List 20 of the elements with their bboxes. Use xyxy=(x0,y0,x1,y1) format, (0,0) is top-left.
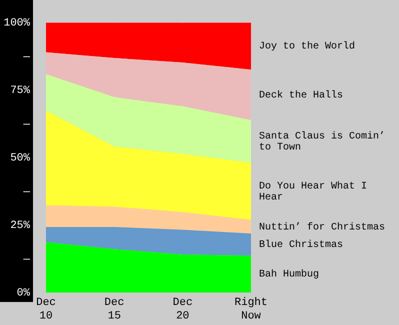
y-tick-label: — xyxy=(22,186,30,198)
y-tick-label: 0% xyxy=(16,288,30,300)
series-label: Santa Claus is Comin’ to Town xyxy=(259,130,386,154)
series-label: Blue Christmas xyxy=(259,239,344,252)
y-tick-label: — xyxy=(22,51,30,64)
x-tick-label: Dec 10 xyxy=(36,297,56,322)
series-label: Deck the Halls xyxy=(259,89,344,102)
x-tick-label: Dec 20 xyxy=(172,297,193,322)
y-tick-label: 50% xyxy=(10,152,30,165)
x-tick-label: Dec 15 xyxy=(104,297,124,322)
y-tick-label: — xyxy=(22,118,30,131)
series-label: Nuttin’ for Christmas xyxy=(259,221,386,234)
series-label: Do You Hear What I Hear xyxy=(259,180,368,204)
y-tick-label: 75% xyxy=(10,85,30,98)
series-label: Bah Humbug xyxy=(259,268,320,281)
y-tick-label: 100% xyxy=(4,18,30,30)
x-tick-label: Right Now xyxy=(234,297,268,322)
series-label: Joy to the World xyxy=(259,40,356,53)
y-tick-label: 25% xyxy=(10,220,30,232)
y-tick-label: — xyxy=(22,254,30,266)
